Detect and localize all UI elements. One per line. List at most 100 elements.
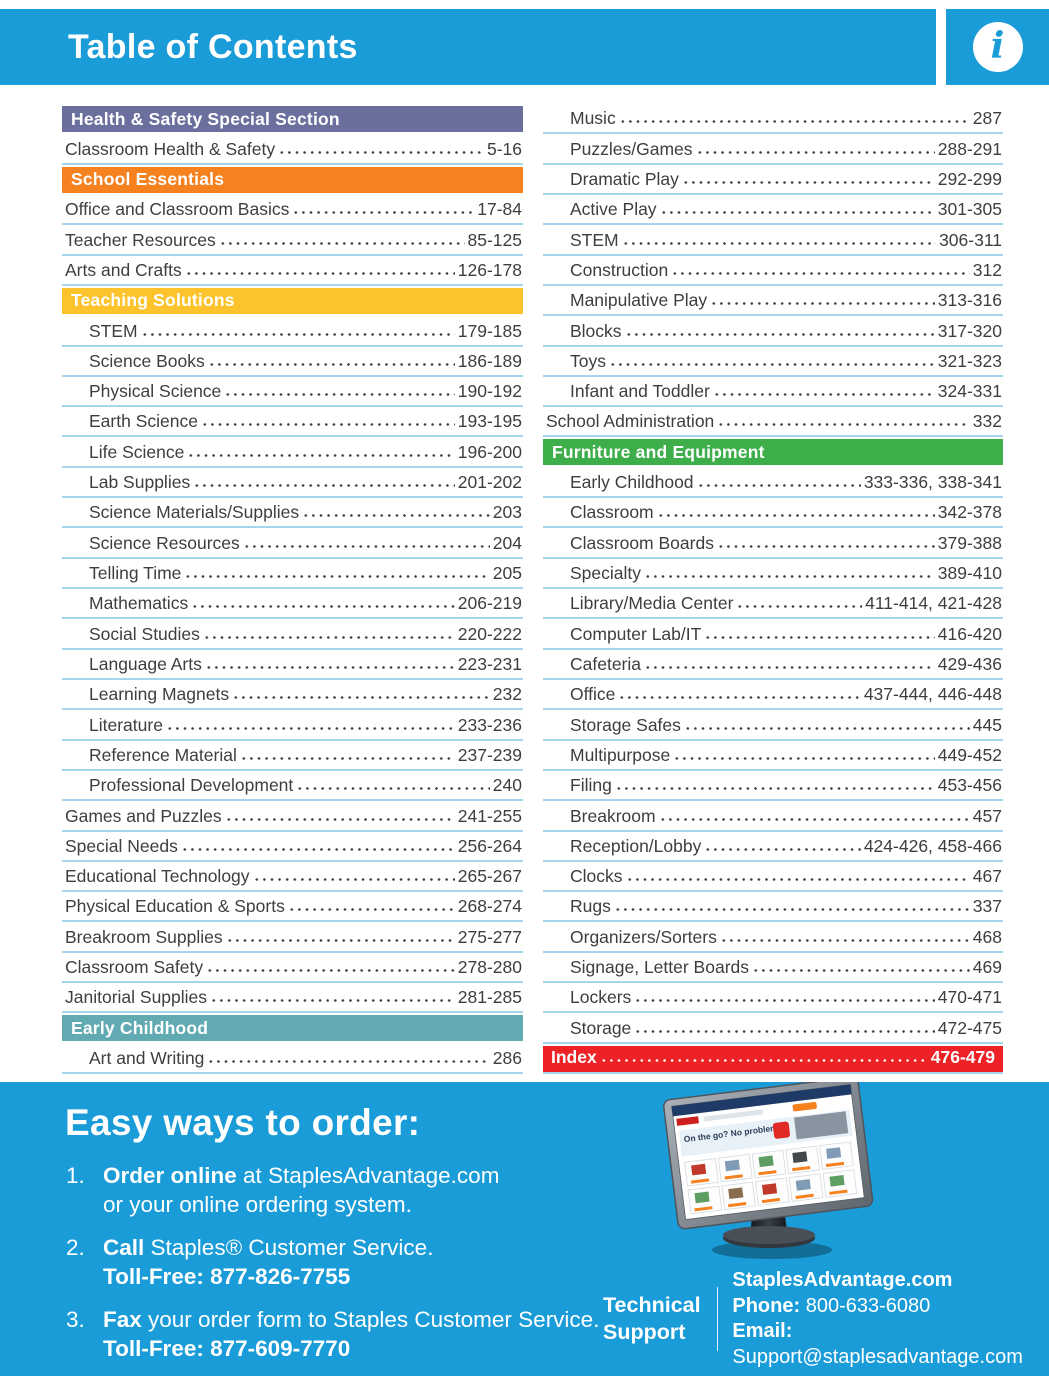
- dot-leader: [302, 513, 490, 519]
- toc-entry[interactable]: Language Arts 223-231: [62, 650, 523, 680]
- toc-entry[interactable]: Breakroom 457: [543, 801, 1003, 832]
- toc-entry[interactable]: Classroom Health & Safety 5-16: [62, 134, 523, 165]
- toc-entry[interactable]: Educational Technology 265-267: [62, 862, 523, 893]
- toc-entry[interactable]: School Administration 332: [543, 407, 1003, 438]
- toc-entry[interactable]: Puzzles/Games 288-291: [543, 134, 1003, 165]
- toc-entry[interactable]: Science Books 186-189: [62, 347, 523, 377]
- tech-support-label-line2: Support: [603, 1320, 686, 1344]
- dot-leader: [165, 725, 455, 731]
- dot-leader: [232, 695, 490, 701]
- toc-entry-pages: 317-320: [937, 320, 1002, 341]
- toc-entry[interactable]: Classroom Boards 379-388: [543, 528, 1003, 559]
- toc-entry-pages: 256-264: [457, 835, 522, 856]
- toc-entry[interactable]: Blocks 317-320: [543, 316, 1003, 347]
- dot-leader: [659, 210, 935, 216]
- toc-index-entry[interactable]: Index 476-479: [543, 1044, 1003, 1074]
- toc-entry[interactable]: Science Materials/Supplies 203: [62, 498, 523, 529]
- toc-entry[interactable]: Organizers/Sorters 468: [543, 922, 1003, 953]
- toc-entry[interactable]: Library/Media Center 411-414, 421-428: [543, 589, 1003, 620]
- toc-entry-pages: 5-16: [486, 138, 522, 159]
- toc-entry-label: Multipurpose: [570, 744, 671, 765]
- toc-entry[interactable]: Classroom Safety 278-280: [62, 953, 523, 984]
- toc-entry[interactable]: Filing 453-456: [543, 771, 1003, 802]
- toc-entry[interactable]: Classroom 342-378: [543, 498, 1003, 529]
- toc-entry[interactable]: Manipulative Play 313-316: [543, 286, 1003, 317]
- toc-entry-label: STEM: [570, 229, 619, 250]
- toc-entry[interactable]: Special Needs 256-264: [62, 832, 523, 862]
- toc-entry[interactable]: Specialty 389-410: [543, 559, 1003, 589]
- dot-leader: [717, 422, 970, 428]
- toc-entry[interactable]: Storage 472-475: [543, 1013, 1003, 1044]
- toc-entry[interactable]: Toys 321-323: [543, 347, 1003, 377]
- toc-entry[interactable]: Telling Time 205: [62, 559, 523, 589]
- toc-entry-label: Infant and Toddler: [570, 381, 710, 402]
- toc-entry-pages: 281-285: [457, 987, 522, 1008]
- toc-entry[interactable]: Mathematics 206-219: [62, 589, 523, 620]
- step-text: Order online at StaplesAdvantage.com or y…: [103, 1163, 500, 1217]
- toc-entry[interactable]: Teacher Resources 85-125: [62, 225, 523, 256]
- toc-entry-label: Classroom: [570, 502, 654, 523]
- toc-entry-label: Educational Technology: [65, 866, 250, 887]
- toc-entry[interactable]: Rugs 337: [543, 892, 1003, 923]
- dot-leader: [634, 1028, 935, 1034]
- dot-leader: [613, 907, 970, 913]
- toc-entry[interactable]: Games and Puzzles 241-255: [62, 801, 523, 832]
- toc-entry-pages: 429-436: [937, 653, 1002, 674]
- toc-entry[interactable]: STEM 179-185: [62, 316, 523, 347]
- toc-entry[interactable]: Signage, Letter Boards 469: [543, 953, 1003, 984]
- toc-entry-pages: 457: [972, 805, 1002, 826]
- toc-entry[interactable]: Art and Writing 286: [62, 1044, 523, 1074]
- toc-entry-label: Cafeteria: [570, 653, 642, 674]
- toc-entry[interactable]: Arts and Crafts 126-178: [62, 256, 523, 286]
- toc-entry[interactable]: Construction 312: [543, 256, 1003, 286]
- step-number: 1.: [66, 1163, 85, 1188]
- toc-entry[interactable]: Lockers 470-471: [543, 983, 1003, 1014]
- toc-entry-label: Earth Science: [89, 411, 198, 432]
- toc-entry-pages: 265-267: [457, 866, 522, 887]
- section-header-label: Furniture and Equipment: [552, 441, 765, 462]
- toc-entry[interactable]: Reference Material 237-239: [62, 741, 523, 771]
- toc-entry[interactable]: Science Resources 204: [62, 528, 523, 559]
- toc-entry-pages: 206-219: [457, 593, 522, 614]
- toc-entry[interactable]: Storage Safes 445: [543, 710, 1003, 741]
- toc-entry[interactable]: Life Science 196-200: [62, 437, 523, 468]
- toc-entry[interactable]: Multipurpose 449-452: [543, 741, 1003, 771]
- toc-entry-pages: 278-280: [457, 957, 522, 978]
- toc-entry[interactable]: Office and Classroom Basics 17-84: [62, 195, 523, 226]
- toc-entry[interactable]: Breakroom Supplies 275-277: [62, 922, 523, 953]
- toc-entry[interactable]: Lab Supplies 201-202: [62, 468, 523, 499]
- toc-entry[interactable]: Office 437-444, 446-448: [543, 680, 1003, 711]
- toc-entry[interactable]: Infant and Toddler 324-331: [543, 377, 1003, 408]
- section-header-bar: Furniture and Equipment: [543, 439, 1003, 466]
- toc-entry-pages: 126-178: [457, 259, 522, 280]
- support-website: StaplesAdvantage.com: [732, 1269, 953, 1291]
- toc-entry[interactable]: Earth Science 193-195: [62, 407, 523, 438]
- toc-entry-label: Professional Development: [89, 775, 294, 796]
- info-icon[interactable]: i: [972, 22, 1023, 72]
- toc-entry[interactable]: Early Childhood 333-336, 338-341: [543, 468, 1003, 499]
- dot-leader: [621, 240, 937, 246]
- toc-entry[interactable]: Literature 233-236: [62, 710, 523, 741]
- dot-leader: [614, 786, 935, 792]
- info-icon-glyph: i: [990, 24, 1005, 67]
- toc-entry[interactable]: Dramatic Play 292-299: [543, 165, 1003, 195]
- order-steps: 1. Order online at StaplesAdvantage.com or…: [66, 1162, 599, 1363]
- toc-entry[interactable]: Janitorial Supplies 281-285: [62, 983, 523, 1014]
- toc-entry[interactable]: Professional Development 240: [62, 771, 523, 802]
- toc-entry[interactable]: Cafeteria 429-436: [543, 650, 1003, 680]
- toc-entry[interactable]: Computer Lab/IT 416-420: [543, 619, 1003, 650]
- toc-entry-pages: 389-410: [937, 563, 1002, 583]
- dot-leader: [618, 119, 970, 125]
- toc-entry[interactable]: Active Play 301-305: [543, 195, 1003, 226]
- toc-entry[interactable]: Clocks 467: [543, 862, 1003, 893]
- toc-entry[interactable]: Physical Science 190-192: [62, 377, 523, 408]
- toc-entry[interactable]: Learning Magnets 232: [62, 680, 523, 711]
- toc-entry[interactable]: Music 287: [543, 104, 1003, 135]
- toc-entry[interactable]: Physical Education & Sports 268-274: [62, 892, 523, 923]
- toc-entry[interactable]: Reception/Lobby 424-426, 458-466: [543, 832, 1003, 862]
- toc-entry-label: Puzzles/Games: [570, 138, 693, 159]
- toc-entry[interactable]: STEM 306-311: [543, 225, 1003, 256]
- toc-entry[interactable]: Social Studies 220-222: [62, 619, 523, 650]
- dot-leader: [191, 604, 455, 610]
- toc-entry-pages: 469: [972, 957, 1002, 978]
